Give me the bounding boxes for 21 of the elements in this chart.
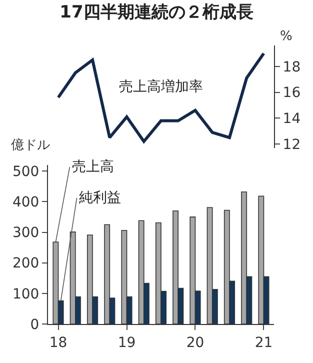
x-tick-label: 21 <box>254 334 273 351</box>
y-axis-title: 億ドル <box>11 138 50 153</box>
x-tick-label: 20 <box>186 334 204 351</box>
text: 純利益 <box>79 190 121 206</box>
y-tick-label: 16 <box>282 85 301 102</box>
y-axis-title: % <box>280 29 292 44</box>
y-tick-label: 400 <box>12 194 40 211</box>
text: 売上高 <box>72 159 114 175</box>
x-tick-label: 18 <box>49 334 68 351</box>
x-tick-label: 19 <box>118 334 136 351</box>
y-tick-label: 500 <box>12 164 40 180</box>
y-tick-label: 100 <box>12 286 40 302</box>
y-tick-label: 0 <box>30 316 40 333</box>
line-series <box>56 52 266 143</box>
chart-title: 17四半期連続の２桁成長 <box>60 2 254 22</box>
series-label: 売上高増加率 <box>119 78 203 95</box>
y-tick-label: 300 <box>12 225 40 242</box>
y-tick-label: 18 <box>282 59 301 76</box>
y-tick-label: 14 <box>282 111 301 128</box>
y-tick-label: 200 <box>12 256 40 272</box>
y-tick-label: 12 <box>282 136 301 153</box>
